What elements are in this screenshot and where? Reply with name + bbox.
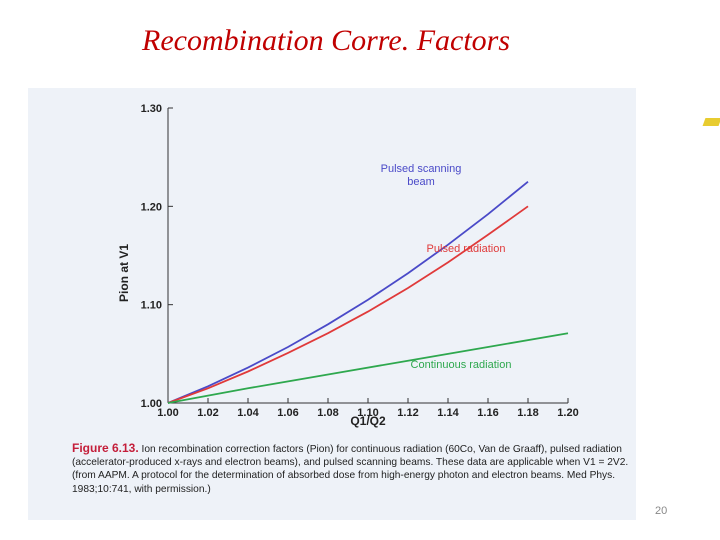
x-tick-label: 1.18 [517,407,538,419]
x-tick-label: 1.16 [477,407,498,419]
page-number: 20 [655,505,668,517]
x-tick-label: 1.14 [437,407,459,419]
x-tick-label: 1.08 [317,407,338,419]
ion-recombination-chart: 1.00 1.02 1.04 1.06 1.08 1.10 1.12 1.14 1.16 1.18… [117,103,579,428]
x-axis-title: Q1/Q2 [350,414,386,428]
figure-panel: 1.00 1.02 1.04 1.06 1.08 1.10 1.12 1.14 1.16 1.18… [28,88,636,520]
slide-title: Recombination Corre. Factors [142,24,511,57]
x-tick-label: 1.04 [237,407,259,419]
series-label: Pulsed scanning [381,163,462,175]
series-label: beam [407,176,435,188]
decorative-yellow-mark [702,118,720,126]
y-tick-label: 1.30 [141,103,162,115]
y-tick-label: 1.20 [141,201,162,213]
y-axis-title: Pion at V1 [117,244,131,302]
caption-text: Ion recombination correction factors (Pi… [72,444,629,495]
chart-axes: 1.00 1.02 1.04 1.06 1.08 1.10 1.12 1.14 1.16 1.18… [141,103,579,419]
series-label: Continuous radiation [411,359,512,371]
y-tick-label: 1.10 [141,300,162,312]
x-tick-label: 1.20 [557,407,578,419]
y-tick-label: 1.00 [141,398,162,410]
x-tick-label: 1.12 [397,407,418,419]
series-line-pulsed-radiation [167,205,529,404]
figure-caption: Figure 6.13. Ion recombination correctio… [72,441,632,496]
series-label: Pulsed radiation [427,243,506,255]
x-tick-label: 1.02 [197,407,218,419]
series-line-continuous-radiation [167,332,569,404]
x-tick-label: 1.10 [357,407,378,419]
x-tick-label: 1.00 [157,407,178,419]
series-line-pulsed-scanning-beam [167,181,529,404]
chart-series [167,181,569,404]
figure-number: Figure 6.13. [72,441,139,455]
x-tick-label: 1.06 [277,407,298,419]
